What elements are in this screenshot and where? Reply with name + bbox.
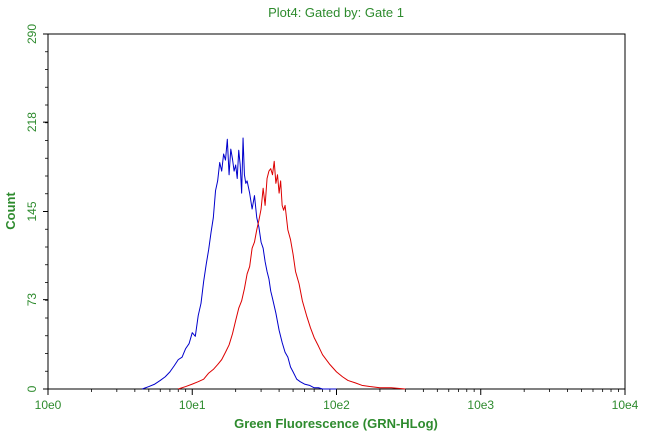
x-tick-label: 10e0 — [35, 398, 62, 412]
y-tick-label: 290 — [25, 24, 39, 44]
x-axis-ticks: 10e0 10e1 10e2 10e3 10e4 — [35, 389, 639, 412]
plot-frame — [47, 33, 626, 390]
series-line-1 — [142, 137, 337, 390]
y-tick-label: 218 — [25, 112, 39, 132]
y-tick-label: 73 — [25, 293, 39, 307]
x-tick-label: 10e4 — [612, 398, 639, 412]
x-tick-label: 10e3 — [467, 398, 494, 412]
x-axis-label: Green Fluorescence (GRN-HLog) — [234, 416, 438, 431]
chart-title: Plot4: Gated by: Gate 1 — [268, 5, 404, 20]
series-line-2 — [178, 160, 406, 390]
x-tick-label: 10e1 — [179, 398, 206, 412]
y-axis-ticks: 0 73 145 218 290 — [25, 24, 48, 392]
series-group — [142, 137, 406, 390]
y-tick-label: 0 — [25, 385, 39, 392]
y-axis-label: Count — [3, 192, 18, 230]
x-tick-label: 10e2 — [323, 398, 350, 412]
y-tick-label: 145 — [25, 201, 39, 221]
